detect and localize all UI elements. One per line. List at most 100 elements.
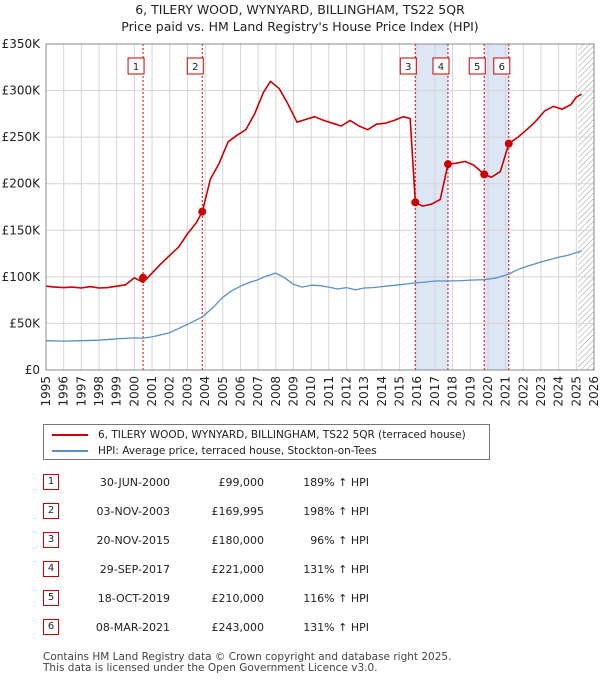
x-tick-label: 2014 <box>375 376 389 407</box>
x-tick-label: 2009 <box>286 376 300 407</box>
sale-point-1 <box>139 273 148 282</box>
sale-row-5: 5 18-OCT-2019 £210,000 116% ↑ HPI <box>43 585 443 613</box>
sale-row-number: 3 <box>43 532 59 548</box>
footer: Contains HM Land Registry data © Crown c… <box>43 652 451 674</box>
y-tick-label: £0 <box>25 363 40 377</box>
sale-row-hpi: 116% ↑ HPI <box>303 592 369 605</box>
sale-row-4: 4 29-SEP-2017 £221,000 131% ↑ HPI <box>43 556 443 584</box>
x-tick-label: 2001 <box>145 376 159 407</box>
sale-row-price: £99,000 <box>218 476 265 489</box>
sale-label-box-1 <box>127 57 145 75</box>
sale-point-3 <box>411 198 420 207</box>
y-tick-label: £300K <box>2 84 42 98</box>
sale-row-6: 6 08-MAR-2021 £243,000 131% ↑ HPI <box>43 614 443 642</box>
shaded-range-2 <box>484 44 509 370</box>
sale-row-date: 03-NOV-2003 <box>96 505 170 518</box>
sale-label-number-6: 6 <box>499 62 505 73</box>
sale-point-6 <box>504 139 513 148</box>
sale-row-price: £180,000 <box>211 534 265 547</box>
legend-label-property: 6, TILERY WOOD, WYNYARD, BILLINGHAM, TS2… <box>98 429 466 441</box>
legend-swatch-red <box>52 434 88 436</box>
sale-row-number: 6 <box>43 619 59 635</box>
y-tick-label: £250K <box>2 130 42 144</box>
sale-point-5 <box>480 170 489 179</box>
sale-row-1: 1 30-JUN-2000 £99,000 189% ↑ HPI <box>43 469 443 497</box>
sale-row-hpi: 96% ↑ HPI <box>310 534 369 547</box>
sale-row-hpi: 131% ↑ HPI <box>303 563 369 576</box>
x-tick-label: 2010 <box>304 376 318 407</box>
sale-label-box-4 <box>432 57 450 75</box>
sale-row-date: 30-JUN-2000 <box>99 476 170 489</box>
future-hatch <box>578 44 594 370</box>
chart-subtitle: Price paid vs. HM Land Registry's House … <box>121 19 478 34</box>
legend-item-hpi: HPI: Average price, terraced house, Stoc… <box>52 443 377 459</box>
sale-row-hpi: 189% ↑ HPI <box>303 476 369 489</box>
sale-row-hpi: 198% ↑ HPI <box>303 505 369 518</box>
sale-label-number-2: 2 <box>192 62 198 73</box>
sale-row-date: 18-OCT-2019 <box>97 592 170 605</box>
x-tick-label: 2017 <box>428 376 442 407</box>
plot-frame <box>45 43 595 371</box>
x-tick-label: 2011 <box>322 376 336 407</box>
footer-line-2: This data is licensed under the Open Gov… <box>43 662 378 674</box>
plot-background <box>46 44 594 370</box>
sale-label-box-3 <box>399 57 417 75</box>
x-tick-label: 1996 <box>57 376 71 407</box>
x-tick-label: 2005 <box>216 376 230 407</box>
x-tick-label: 2016 <box>410 376 424 407</box>
sale-row-2: 2 03-NOV-2003 £169,995 198% ↑ HPI <box>43 498 443 526</box>
x-tick-label: 2003 <box>180 376 194 407</box>
sale-label-number-1: 1 <box>133 62 139 73</box>
sale-row-date: 29-SEP-2017 <box>99 563 170 576</box>
sale-point-4 <box>443 160 452 169</box>
legend-item-property: 6, TILERY WOOD, WYNYARD, BILLINGHAM, TS2… <box>52 427 466 443</box>
x-tick-label: 2026 <box>587 376 600 407</box>
x-tick-label: 1999 <box>110 376 124 407</box>
sale-label-box-6 <box>493 57 511 75</box>
footer-line-1: Contains HM Land Registry data © Crown c… <box>43 651 452 663</box>
y-tick-label: £350K <box>2 37 42 51</box>
x-tick-label: 2006 <box>233 376 247 407</box>
sale-label-number-4: 4 <box>438 62 444 73</box>
sale-row-date: 20-NOV-2015 <box>96 534 170 547</box>
x-tick-label: 2019 <box>463 376 477 407</box>
x-tick-label: 1995 <box>39 376 53 407</box>
chart-title: 6, TILERY WOOD, WYNYARD, BILLINGHAM, TS2… <box>135 2 465 17</box>
x-tick-label: 2021 <box>499 376 513 407</box>
x-tick-label: 2002 <box>163 376 177 407</box>
sale-row-number: 1 <box>43 474 59 490</box>
y-tick-label: £100K <box>2 270 42 284</box>
x-tick-label: 2013 <box>357 376 371 407</box>
sale-row-number: 2 <box>43 503 59 519</box>
y-tick-label: £150K <box>2 223 42 237</box>
x-tick-label: 2015 <box>393 376 407 407</box>
x-tick-label: 2018 <box>446 376 460 407</box>
x-tick-label: 2004 <box>198 376 212 407</box>
sale-row-number: 5 <box>43 590 59 606</box>
x-tick-label: 2025 <box>569 376 583 407</box>
x-tick-label: 2023 <box>534 376 548 407</box>
sale-row-3: 3 20-NOV-2015 £180,000 96% ↑ HPI <box>43 527 443 555</box>
x-tick-label: 2022 <box>516 376 530 407</box>
legend-swatch-blue <box>52 450 88 452</box>
sale-label-box-2 <box>186 57 204 75</box>
x-tick-label: 2008 <box>269 376 283 407</box>
shaded-range-1 <box>415 44 449 370</box>
property-price-line <box>45 80 582 289</box>
legend-label-hpi: HPI: Average price, terraced house, Stoc… <box>98 445 377 457</box>
x-tick-label: 2024 <box>552 376 566 407</box>
sale-row-price: £221,000 <box>211 563 265 576</box>
sale-row-number: 4 <box>43 561 59 577</box>
x-tick-label: 2020 <box>481 376 495 407</box>
legend: 6, TILERY WOOD, WYNYARD, BILLINGHAM, TS2… <box>43 424 490 460</box>
x-tick-label: 2012 <box>340 376 354 407</box>
x-tick-label: 1998 <box>92 376 106 407</box>
sale-label-number-5: 5 <box>474 62 480 73</box>
y-tick-label: £200K <box>2 177 42 191</box>
sale-row-price: £210,000 <box>211 592 265 605</box>
hpi-line <box>45 250 582 342</box>
sale-label-box-5 <box>468 57 486 75</box>
y-tick-label: £50K <box>9 316 41 330</box>
x-tick-label: 2000 <box>127 376 141 407</box>
sale-point-2 <box>198 207 207 216</box>
